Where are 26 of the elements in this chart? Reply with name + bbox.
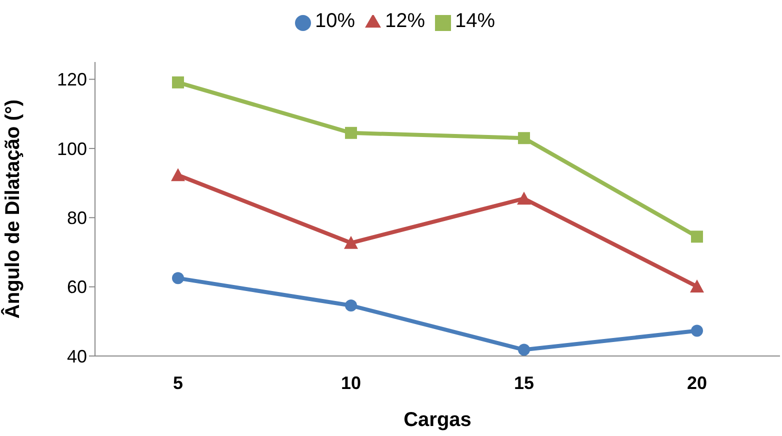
point [171,168,185,182]
point [172,272,184,284]
point [690,279,704,292]
y-tick-label: 60 [66,277,87,298]
point [518,132,530,144]
x-tick-label: 20 [686,372,708,393]
point [345,300,357,312]
point [691,230,703,243]
y-axis-title: Ângulo de Dilatação (°) [1,99,24,319]
x-axis-title: Cargas [404,409,472,431]
x-tick-label: 10 [340,372,362,393]
point [518,344,530,356]
y-tick-label: 100 [56,138,87,159]
point [517,192,531,205]
point [345,126,357,139]
legend-label: 14% [455,10,496,32]
point [344,236,358,249]
legend-label: 10% [314,10,355,32]
point [172,76,184,88]
y-tick-label: 80 [66,208,87,228]
y-tick-label: 120 [56,70,87,90]
legend-label: 12% [384,10,426,32]
x-tick-label: 5 [172,372,184,393]
point [691,324,703,337]
x-tick-label: 15 [514,372,534,393]
y-tick-label: 40 [66,346,87,366]
